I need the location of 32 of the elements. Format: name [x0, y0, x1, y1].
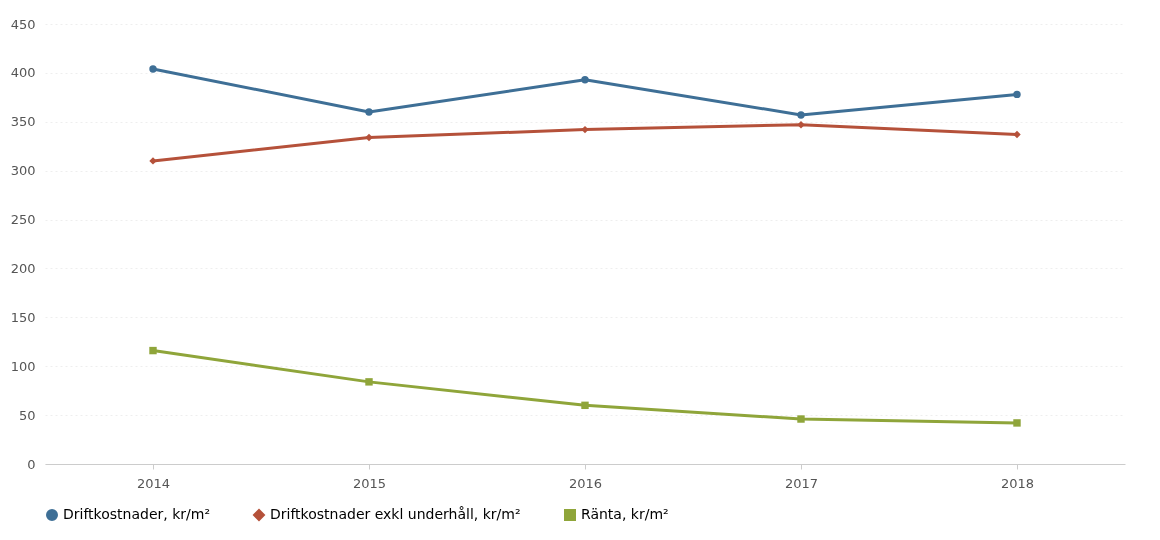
x-tick-label: 2018 — [1000, 475, 1035, 491]
point — [581, 125, 589, 134]
y-tick-label: 350 — [10, 114, 36, 130]
legend-label: Ränta, kr/m² — [581, 506, 669, 522]
point — [365, 133, 373, 142]
point — [365, 378, 373, 386]
y-tick-label: 200 — [10, 260, 36, 276]
point — [797, 121, 805, 129]
point — [1013, 90, 1021, 99]
y-tick-label: 50 — [18, 407, 36, 423]
y-tick-label: 0 — [27, 456, 36, 472]
point — [797, 415, 805, 423]
y-tick-label: 450 — [10, 16, 36, 32]
point — [149, 346, 157, 355]
legend-label: Driftkostnader exkl underhåll, kr/m² — [270, 506, 521, 522]
point — [581, 401, 589, 410]
point — [1013, 130, 1021, 139]
x-tick-label: 2015 — [352, 475, 387, 491]
point — [149, 65, 157, 73]
point — [365, 108, 373, 116]
x-tick-label: 2016 — [568, 475, 603, 491]
point — [797, 111, 805, 119]
legend-label: Driftkostnader, kr/m² — [63, 506, 210, 522]
point — [581, 76, 589, 84]
y-tick-label: 100 — [10, 358, 36, 374]
point — [1013, 419, 1021, 427]
y-tick-label: 300 — [10, 163, 36, 179]
y-tick-label: 150 — [10, 309, 36, 325]
x-tick-label: 2014 — [136, 475, 171, 491]
x-tick-label: 2017 — [784, 475, 819, 491]
y-tick-label: 250 — [10, 212, 36, 228]
y-tick-label: 400 — [10, 65, 36, 81]
